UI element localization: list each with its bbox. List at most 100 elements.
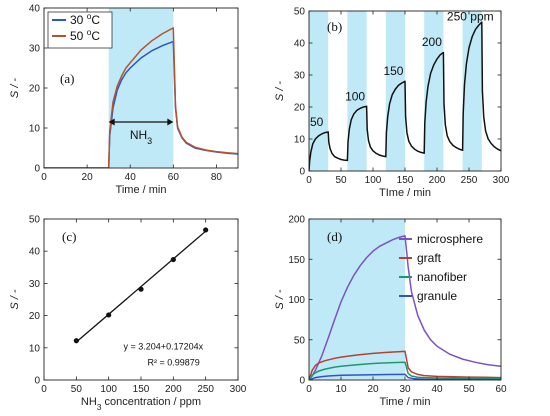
x-tick-label-4: 80	[211, 172, 223, 183]
x-tick-label-5: 250	[197, 384, 214, 395]
x-tick-label-6: 300	[230, 384, 247, 395]
data-point-2	[138, 286, 144, 292]
x-tick-label-3: 150	[133, 384, 150, 395]
exposure-annotation: NH3	[130, 128, 152, 146]
x-tick-label-2: 100	[365, 175, 382, 186]
panel-d: 0 10 20 30 40 50 60 0 50 100 150 200 Time / min S / -…	[274, 215, 507, 409]
exposure-region-2	[385, 11, 405, 171]
concentration-label-1: 100	[345, 90, 365, 104]
x-tick-label-0: 0	[306, 175, 312, 186]
x-tick-label-1: 20	[82, 172, 94, 183]
exposure-region-0	[309, 219, 405, 380]
exposure-region-0	[108, 8, 174, 168]
concentration-label-2: 150	[383, 64, 403, 78]
exposure-arrow-head-left	[108, 118, 115, 126]
x-axis-title: NH3 concentration / ppm	[81, 396, 201, 412]
y-tick-label-3: 30	[294, 71, 306, 82]
y-tick-label-4: 40	[29, 247, 41, 258]
y-tick-label-5: 50	[29, 215, 41, 226]
series-line-nanofiber	[309, 361, 501, 380]
x-tick-label-3: 150	[397, 175, 414, 186]
exposure-arrow-head-right	[167, 118, 174, 126]
x-axis-title: Time / min	[116, 184, 167, 196]
concentration-label-3: 200	[422, 35, 442, 49]
y-tick-label-3: 30	[29, 279, 41, 290]
panel-label: (d)	[327, 229, 342, 244]
y-axis-title: S / -	[9, 78, 21, 99]
y-tick-label-1: 50	[294, 335, 306, 346]
y-axis-title: S / -	[274, 289, 286, 310]
legend-entry-0: microsphere	[417, 232, 483, 246]
series-line-granule	[309, 373, 501, 380]
panel-label: (b)	[327, 19, 342, 34]
x-tick-label-1: 50	[71, 384, 83, 395]
y-tick-label-1: 10	[29, 343, 41, 354]
concentration-label-4: 250 ppm	[447, 10, 494, 24]
x-tick-label-6: 60	[495, 384, 507, 395]
fit-r-squared: R² = 0.99879	[147, 358, 199, 368]
panel-label: (c)	[62, 229, 76, 244]
x-tick-label-5: 50	[463, 384, 475, 395]
y-tick-label-2: 20	[29, 311, 41, 322]
x-tick-label-0: 0	[41, 172, 47, 183]
y-tick-label-2: 20	[294, 103, 306, 114]
data-point-3	[170, 256, 176, 263]
y-tick-label-0: 0	[34, 376, 40, 387]
legend-entry-1: 50 oC	[70, 27, 100, 43]
x-tick-label-4: 200	[165, 384, 182, 395]
series-line-graft	[309, 350, 501, 380]
y-axis-title: S / -	[274, 81, 286, 102]
x-tick-label-6: 300	[493, 175, 510, 186]
y-tick-label-2: 100	[288, 295, 305, 306]
exposure-region-4	[462, 11, 482, 171]
y-tick-label-0: 0	[299, 376, 305, 387]
exposure-region-3	[424, 11, 444, 171]
exposure-region-1	[347, 11, 367, 171]
concentration-label-0: 50	[310, 115, 324, 129]
y-tick-label-1: 10	[294, 135, 306, 146]
x-tick-label-1: 50	[335, 175, 347, 186]
series-line-50-c	[44, 27, 238, 168]
legend-entry-1: graft	[417, 251, 442, 265]
fit-equation: y = 3.204+0.17204x	[124, 341, 204, 351]
legend-box	[47, 11, 113, 49]
data-point-4	[203, 227, 209, 233]
legend-entry-0: 30 oC	[70, 11, 100, 27]
x-axis-title: TIme / min	[379, 187, 431, 199]
y-tick-label-3: 30	[29, 44, 41, 55]
y-tick-label-4: 200	[288, 215, 305, 226]
y-tick-label-2: 20	[29, 84, 41, 95]
y-tick-label-1: 10	[29, 124, 41, 135]
x-tick-label-3: 60	[168, 172, 180, 183]
data-point-1	[106, 312, 112, 318]
y-axis-title: S / -	[9, 289, 21, 310]
y-tick-label-4: 40	[29, 4, 41, 15]
data-point-0	[73, 338, 79, 344]
x-tick-label-5: 250	[461, 175, 478, 186]
x-tick-label-2: 20	[367, 384, 379, 395]
y-tick-label-0: 0	[34, 164, 40, 175]
panel-b: 0 50 100 150 200 250 300 0 10 20 30 40 50 TIme / min S…	[274, 7, 510, 200]
y-tick-label-5: 50	[294, 7, 306, 18]
fit-line	[75, 230, 207, 343]
series-line-0	[309, 21, 501, 171]
exposure-region-0	[309, 11, 329, 171]
y-tick-label-4: 40	[294, 39, 306, 50]
x-tick-label-4: 200	[429, 175, 446, 186]
panel-label: (a)	[60, 71, 74, 86]
series-line-microsphere	[309, 235, 501, 380]
x-tick-label-2: 100	[100, 384, 117, 395]
x-tick-label-2: 40	[125, 172, 137, 183]
x-axis-title: Time / min	[380, 396, 431, 408]
x-tick-label-3: 30	[399, 384, 411, 395]
x-tick-label-1: 10	[335, 384, 347, 395]
y-tick-label-0: 0	[299, 167, 305, 178]
x-tick-label-0: 0	[41, 384, 47, 395]
y-tick-label-3: 150	[288, 255, 305, 266]
legend-entry-3: granule	[417, 289, 457, 303]
legend-entry-2: nanofiber	[417, 270, 467, 284]
x-tick-label-0: 0	[306, 384, 312, 395]
